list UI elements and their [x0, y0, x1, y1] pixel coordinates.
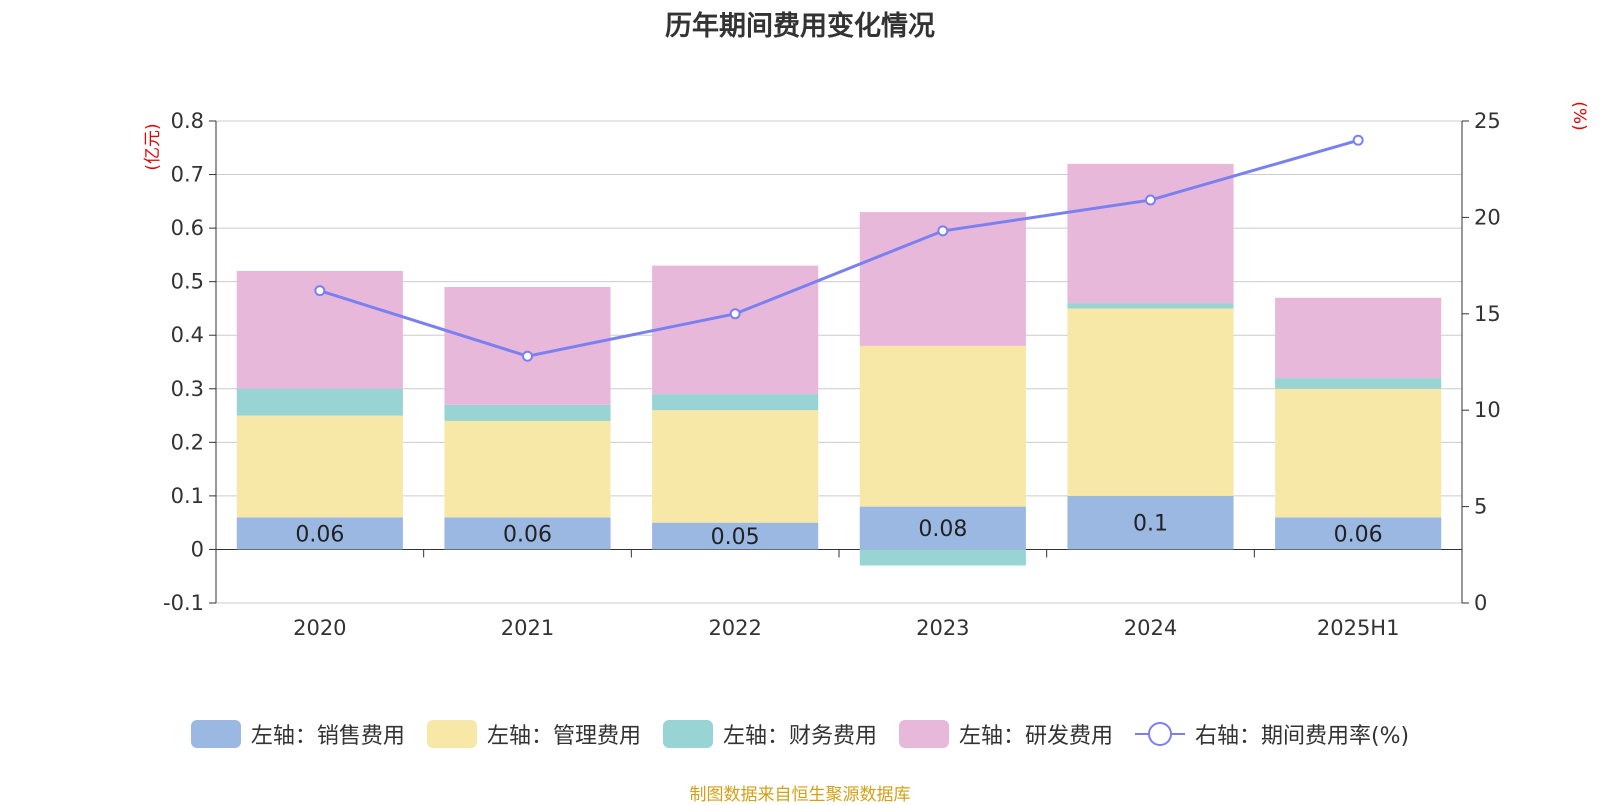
bar-admin-2022 [652, 410, 819, 523]
bar-sales-2025H1 [1275, 517, 1442, 550]
legend-swatch-admin [426, 720, 477, 748]
legend-label-admin: 左轴：管理费用 [486, 724, 641, 749]
legend-swatch-sales [190, 720, 241, 748]
bar-finance-2021 [444, 404, 611, 421]
left-tick-label: -0.1 [163, 591, 204, 615]
data-label-sales: 0.06 [1334, 522, 1383, 547]
chart-title: 历年期间费用变化情况 [665, 11, 935, 42]
left-tick-label: 0.8 [171, 109, 204, 133]
data-label-sales: 0.1 [1133, 512, 1168, 537]
legend-swatch-rnd [898, 720, 949, 748]
chart-canvas: -0.1 0 0.1 0.2 0.3 0.4 0.5 0.6 0.7 0.8 0 5 10 15 20 25 (… [143, 101, 1589, 640]
bar-admin-2023 [859, 345, 1026, 507]
bar-finance-2024 [1067, 303, 1234, 309]
right-tick-label: 10 [1474, 398, 1501, 422]
data-label-sales: 0.08 [918, 517, 967, 542]
legend-label-finance: 左轴：财务费用 [722, 724, 877, 749]
bar-admin-2021 [444, 420, 611, 518]
line-point-2023 [937, 225, 949, 237]
bar-sales-2023 [859, 506, 1026, 550]
legend-item-finance[interactable]: 左轴：财务费用 [662, 718, 877, 750]
legend-item-expense-rate[interactable]: 右轴：期间费用率(%) [1134, 718, 1410, 750]
x-tick-label: 2020 [293, 616, 346, 640]
left-tick-label: 0.1 [171, 484, 204, 508]
line-point-2025H1 [1352, 134, 1364, 146]
left-tick-label: 0.2 [171, 430, 204, 454]
right-tick-label: 25 [1474, 109, 1501, 133]
legend-swatch-expense-rate [1134, 720, 1185, 748]
left-tick-label: 0 [191, 537, 204, 561]
left-tick-label: 0.4 [171, 323, 204, 347]
left-tick-label: 0.6 [171, 216, 204, 240]
legend-item-sales[interactable]: 左轴：销售费用 [190, 718, 405, 750]
left-axis-unit: (亿元) [143, 123, 163, 170]
bar-finance-2025H1 [1275, 378, 1442, 389]
bar-rnd-2022 [652, 265, 819, 395]
data-label-sales: 0.06 [503, 522, 552, 547]
line-expense-rate [319, 138, 1359, 358]
bar-rnd-2021 [444, 287, 611, 405]
right-tick-label: 15 [1474, 302, 1501, 326]
data-label-sales: 0.06 [295, 522, 344, 547]
line-point-2024 [1145, 194, 1156, 206]
left-tick-label: 0.7 [171, 163, 204, 187]
x-tick-label: 2023 [916, 616, 969, 640]
legend: 左轴：销售费用 左轴：管理费用 左轴：财务费用 左轴：研发费用 右轴：期间费用率… [0, 718, 1600, 750]
bar-admin-2024 [1067, 308, 1234, 496]
legend-label-sales: 左轴：销售费用 [250, 724, 405, 749]
right-tick-label: 0 [1474, 591, 1487, 615]
bar-admin-2025H1 [1275, 388, 1442, 518]
legend-label-expense-rate: 右轴：期间费用率(%) [1194, 724, 1410, 749]
bar-rnd-2024 [1067, 163, 1234, 304]
x-tick-label: 2025H1 [1317, 616, 1400, 640]
left-tick-label: 0.5 [171, 270, 204, 294]
line-point-2020 [314, 285, 326, 297]
bar-sales-2024 [1067, 495, 1234, 550]
right-axis-unit: (%) [1569, 101, 1589, 130]
bar-sales-2022 [652, 522, 819, 550]
x-tick-label: 2024 [1124, 616, 1177, 640]
legend-item-rnd[interactable]: 左轴：研发费用 [898, 718, 1113, 750]
x-tick-label: 2021 [501, 616, 554, 640]
bar-finance-2023 [859, 549, 1026, 566]
x-tick-label: 2022 [708, 616, 761, 640]
right-tick-label: 5 [1474, 495, 1487, 519]
legend-swatch-finance [662, 720, 713, 748]
line-point-2022 [729, 308, 741, 320]
bar-finance-2022 [652, 394, 819, 411]
legend-item-admin[interactable]: 左轴：管理费用 [426, 718, 641, 750]
data-label-sales: 0.05 [711, 525, 760, 550]
line-point-2021 [522, 350, 533, 362]
bar-rnd-2025H1 [1275, 297, 1442, 379]
bar-admin-2020 [236, 415, 403, 518]
bar-finance-2020 [236, 388, 403, 416]
source-note: 制图数据来自恒生聚源数据库 [689, 785, 911, 805]
left-tick-label: 0.3 [171, 377, 204, 401]
bar-sales-2021 [444, 517, 611, 550]
legend-label-rnd: 左轴：研发费用 [958, 724, 1113, 749]
right-tick-label: 20 [1474, 205, 1501, 229]
bar-sales-2020 [236, 517, 403, 550]
